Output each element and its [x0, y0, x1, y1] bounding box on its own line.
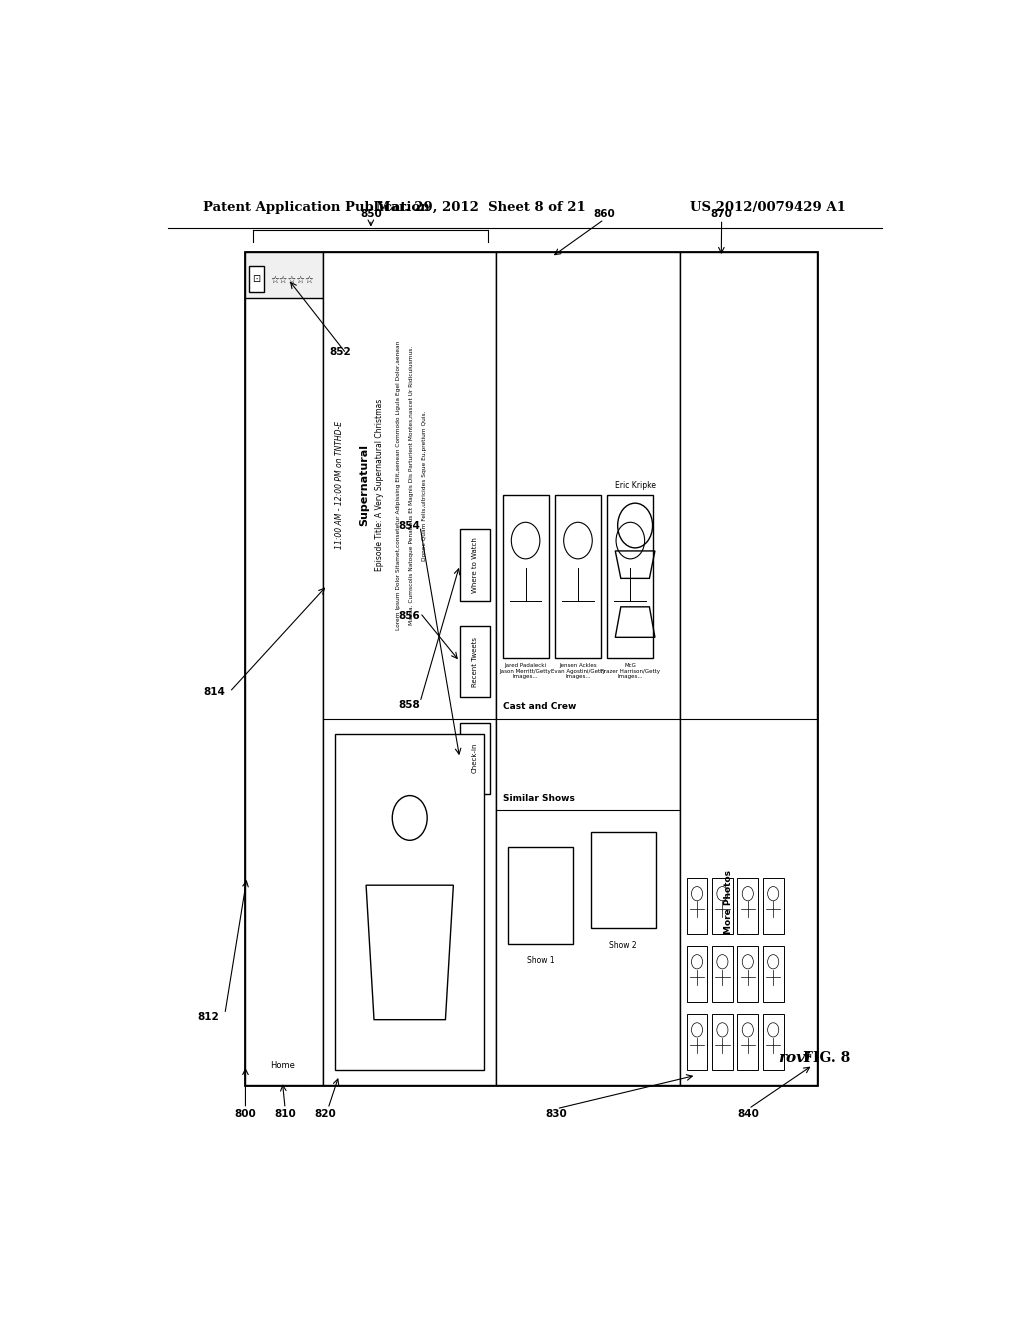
Bar	[763, 946, 783, 1002]
Bar	[246, 252, 324, 1085]
Bar	[497, 252, 680, 1085]
Text: 856: 856	[398, 611, 420, 620]
Text: 850: 850	[360, 210, 382, 219]
Text: 870: 870	[711, 210, 732, 219]
Text: Where to Watch: Where to Watch	[472, 537, 478, 593]
Text: 830: 830	[546, 1109, 567, 1119]
Text: 854: 854	[398, 521, 420, 532]
Bar	[460, 722, 489, 793]
Text: Massa. Cumscolis Natoque Penatibus Et Magnis Dis Parturient Montes,nascet Ur Rid: Massa. Cumscolis Natoque Penatibus Et Ma…	[409, 346, 414, 624]
Bar	[508, 847, 573, 944]
Bar	[607, 495, 653, 657]
Text: FIG. 8: FIG. 8	[803, 1051, 850, 1065]
Text: 812: 812	[198, 1012, 219, 1022]
Text: Recent Tweets: Recent Tweets	[472, 636, 478, 686]
Text: 820: 820	[314, 1109, 336, 1119]
Bar	[246, 252, 817, 1085]
Text: Lorem Ipsum Dolor Sitamet,consetetur Adipissing Elit,aenean Commodo Ligula Egel : Lorem Ipsum Dolor Sitamet,consetetur Adi…	[396, 341, 401, 630]
Bar	[712, 878, 733, 935]
Text: ☆☆☆☆☆: ☆☆☆☆☆	[270, 275, 314, 284]
Bar	[249, 267, 264, 292]
Text: Jared Padalecki
Jason Merritt/Getty
Images...: Jared Padalecki Jason Merritt/Getty Imag…	[500, 663, 552, 680]
Bar	[555, 495, 601, 657]
Text: ⊡: ⊡	[253, 275, 261, 284]
Text: 852: 852	[330, 347, 351, 356]
Bar	[687, 946, 708, 1002]
Bar	[591, 832, 655, 928]
FancyBboxPatch shape	[253, 1044, 311, 1085]
Text: Eric Kripke: Eric Kripke	[614, 480, 655, 490]
Text: More Photos: More Photos	[724, 870, 732, 935]
Text: Cast and Crew: Cast and Crew	[503, 702, 575, 711]
Text: 810: 810	[274, 1109, 296, 1119]
Text: 840: 840	[737, 1109, 760, 1119]
Text: Episode Title: A Very Supernatural Christmas: Episode Title: A Very Supernatural Chris…	[375, 399, 384, 572]
Bar	[324, 252, 497, 1085]
Text: Jensen Ackles
Evan Agostini/Getty
Images...: Jensen Ackles Evan Agostini/Getty Images…	[551, 663, 605, 680]
Text: 814: 814	[203, 686, 225, 697]
Bar	[680, 252, 817, 1085]
Text: Show 2: Show 2	[609, 941, 637, 949]
Text: Check-in: Check-in	[472, 743, 478, 774]
Bar	[460, 626, 489, 697]
Bar	[460, 529, 489, 601]
Bar	[737, 946, 758, 1002]
Bar	[335, 734, 484, 1071]
Text: McG
Frazer Harrison/Getty
Images...: McG Frazer Harrison/Getty Images...	[601, 663, 659, 680]
Text: Home: Home	[270, 1060, 295, 1069]
Text: Supernatural: Supernatural	[359, 445, 369, 527]
Text: Similar Shows: Similar Shows	[503, 793, 574, 803]
Text: Donec Quam Felis,ultricides Sque Eu,pretium Quis.: Donec Quam Felis,ultricides Sque Eu,pret…	[422, 411, 427, 561]
Bar	[737, 878, 758, 935]
Text: Show 1: Show 1	[527, 956, 554, 965]
Bar	[737, 1014, 758, 1071]
Text: rovi: rovi	[778, 1051, 811, 1065]
Text: 11:00 AM - 12:00 PM on TNTHD-E: 11:00 AM - 12:00 PM on TNTHD-E	[335, 421, 344, 549]
Bar	[687, 878, 708, 935]
Text: Patent Application Publication: Patent Application Publication	[204, 201, 430, 214]
Text: 858: 858	[398, 700, 420, 710]
Bar	[712, 946, 733, 1002]
Bar	[763, 1014, 783, 1071]
Bar	[687, 1014, 708, 1071]
Text: 800: 800	[234, 1109, 256, 1119]
Bar	[503, 495, 549, 657]
Text: 860: 860	[593, 210, 615, 219]
Bar	[712, 1014, 733, 1071]
Text: US 2012/0079429 A1: US 2012/0079429 A1	[690, 201, 846, 214]
Text: Mar. 29, 2012  Sheet 8 of 21: Mar. 29, 2012 Sheet 8 of 21	[376, 201, 586, 214]
Bar	[246, 252, 324, 297]
Bar	[763, 878, 783, 935]
